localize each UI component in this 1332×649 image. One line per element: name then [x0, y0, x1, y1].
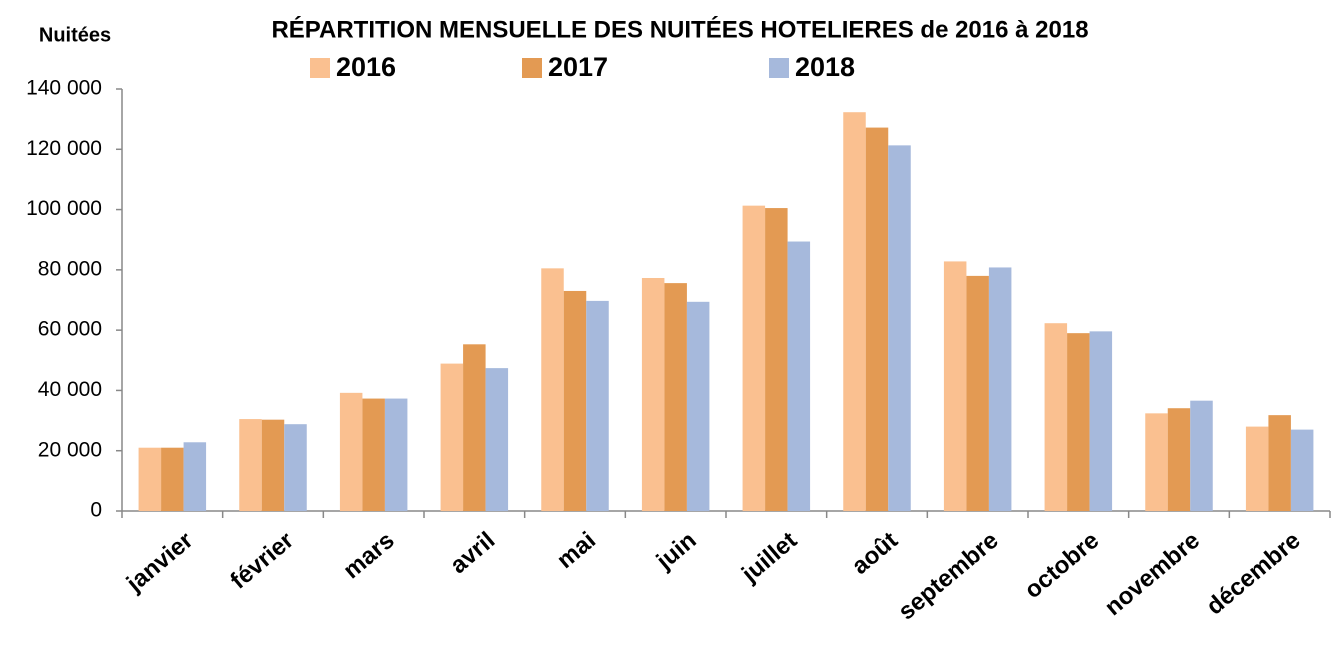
bar [261, 419, 285, 511]
bar [1089, 331, 1113, 511]
y-tick-label: 140 000 [26, 77, 102, 100]
x-tick-label: octobre [1019, 527, 1104, 604]
bar [138, 447, 162, 511]
x-tick-label: avril [445, 527, 500, 579]
bar [742, 205, 766, 511]
bar [765, 208, 788, 512]
bar [1067, 333, 1090, 511]
y-tick-label: 40 000 [38, 378, 102, 401]
y-tick-label: 0 [90, 499, 102, 522]
y-tick-label: 60 000 [38, 318, 102, 341]
x-tick-label: novembre [1100, 527, 1205, 621]
bar [787, 241, 811, 511]
bar [966, 275, 989, 511]
x-tick-label: mai [552, 527, 601, 574]
bar [686, 301, 710, 511]
bar [888, 145, 911, 512]
bar [284, 424, 307, 511]
bar [865, 127, 889, 511]
y-tick-label: 80 000 [38, 257, 102, 280]
y-tick-label: 100 000 [26, 197, 102, 220]
x-tick-label: mars [338, 527, 399, 585]
y-tick-label: 20 000 [38, 438, 102, 461]
x-tick-label: juin [651, 527, 702, 576]
legend-label: 2016 [336, 52, 396, 82]
bar [362, 398, 385, 511]
bar [339, 392, 363, 511]
bar [563, 290, 587, 511]
bar [1268, 415, 1291, 511]
bar [161, 447, 184, 511]
legend-label: 2017 [548, 52, 608, 82]
x-tick-label: février [225, 527, 299, 595]
x-tick-label: janvier [121, 527, 198, 598]
bar [988, 267, 1012, 511]
bar [586, 300, 609, 511]
x-tick-label: juillet [736, 527, 802, 589]
x-tick-label: décembre [1201, 527, 1305, 621]
bar [384, 398, 408, 511]
legend-swatch [310, 58, 330, 78]
bar [664, 283, 687, 511]
legend-swatch [769, 58, 789, 78]
legend-label: 2018 [795, 52, 855, 82]
bar [1145, 413, 1168, 511]
bar [463, 344, 486, 511]
bar [183, 442, 207, 511]
bar [541, 268, 564, 511]
bar [943, 261, 967, 511]
y-axis-label: Nuitées [39, 24, 111, 46]
bar [1245, 426, 1269, 511]
bar [1167, 408, 1191, 511]
chart-title: RÉPARTITION MENSUELLE DES NUITÉES HOTELI… [271, 15, 1088, 43]
bar [440, 363, 464, 511]
bar [1290, 429, 1314, 511]
bar [641, 277, 665, 511]
bar [843, 112, 866, 512]
x-tick-label: septembre [893, 527, 1003, 626]
legend-swatch [522, 58, 542, 78]
bar [239, 419, 262, 511]
y-tick-label: 120 000 [26, 137, 102, 160]
bar [1044, 323, 1068, 511]
x-tick-label: août [847, 527, 903, 580]
bar [485, 368, 509, 511]
bar [1190, 400, 1213, 511]
